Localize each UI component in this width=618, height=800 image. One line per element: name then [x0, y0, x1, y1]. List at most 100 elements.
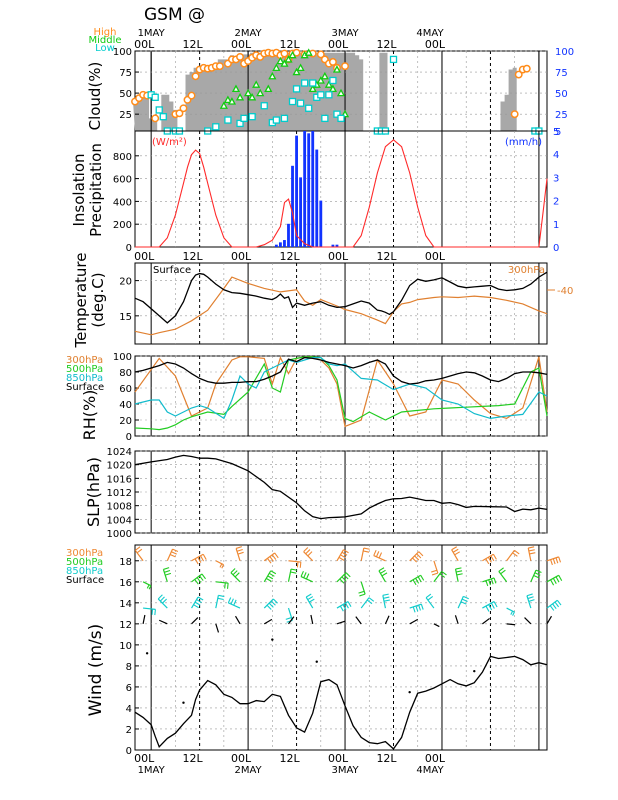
insol-ylabel-1: Insolation	[70, 153, 88, 226]
cloud-low-point	[248, 113, 256, 121]
wind-barb-flag-1	[535, 569, 542, 573]
cloud-high-point	[187, 91, 196, 100]
top-time-label: 12L	[279, 38, 300, 51]
wind-barb-flag-1	[550, 579, 555, 586]
wind-barb-flag-2	[366, 599, 373, 605]
wind-legend-3: Surface	[66, 575, 104, 586]
wind-barb-flag-1	[224, 582, 226, 589]
wind-barb-flag-1	[199, 575, 204, 581]
wind-calm-dot	[145, 652, 149, 655]
insol-ytick-label: 400	[113, 197, 132, 208]
wind-surface-line	[134, 655, 548, 750]
wind-barb-0	[303, 551, 314, 562]
wind-barb-flag-1	[300, 570, 304, 577]
rh-legend-1: 500hPa	[66, 364, 103, 375]
wind-calm-dot	[315, 660, 318, 663]
wind-barb-flag-1	[265, 577, 272, 582]
rh-surface-line	[134, 356, 548, 385]
wind-barb-2	[215, 595, 219, 609]
wind-barb-flag-1	[359, 593, 366, 597]
temp-right-tick: -40	[557, 286, 573, 297]
rh-ytick-label: 20	[119, 416, 132, 427]
wind-barb-flag-1	[343, 574, 349, 580]
wind-barb-flag-1	[196, 577, 202, 583]
precip-bar	[274, 244, 278, 247]
cloud-middle-point	[308, 84, 317, 93]
cloud-high-point	[510, 110, 519, 119]
wind-barb-flag-0	[550, 559, 553, 566]
wind-barb-flag-0	[375, 551, 380, 557]
wind-ytick-label: 18	[119, 557, 132, 568]
wind-barb-flag-2	[151, 609, 154, 615]
wind-barb-flag-1	[165, 572, 172, 576]
wind-barb-flag-0	[454, 551, 461, 556]
wind-barb-0	[166, 548, 174, 562]
wind-barb-flag-0	[492, 553, 497, 560]
wind-barb-2	[425, 597, 435, 609]
cloud-middle-point	[288, 50, 297, 59]
wind-barb-flag-0	[414, 555, 420, 561]
wind-barb-flag-2	[308, 598, 315, 603]
wind-barb-0	[215, 560, 224, 566]
cloud-high-point	[179, 104, 188, 113]
wind-barb-3	[288, 616, 295, 625]
cloud-high-point	[316, 50, 325, 59]
wind-barb-flag-1	[345, 572, 351, 578]
wind-barb-3	[524, 617, 532, 625]
wind-barb-flag-2	[230, 598, 234, 605]
wind-barb-flag-2	[510, 610, 514, 615]
cloud-middle-point	[304, 48, 313, 56]
wind-barb-3	[215, 623, 220, 633]
cloud-low-point	[151, 93, 159, 101]
wind-barb-flag-2	[227, 597, 232, 604]
wind-barb-flag-1	[267, 575, 274, 580]
insol-time-label: 00L	[231, 250, 252, 263]
wind-barb-flag-0	[219, 563, 223, 568]
wind-barb-flag-2	[272, 598, 278, 604]
rh-ytick-label: 80	[119, 368, 132, 379]
wind-barb-flag-2	[415, 605, 419, 612]
cloud-low-point	[260, 102, 268, 110]
cloud-middle-point	[332, 65, 342, 73]
wind-barb-flag-0	[296, 561, 299, 568]
cloud-middle-point	[256, 88, 265, 97]
wind-barb-flag-0	[431, 569, 438, 573]
wind-barb-flag-0	[134, 546, 141, 551]
insol-time-label: 00L	[328, 250, 349, 263]
wind-barb-flag-1	[412, 579, 417, 586]
wind-barb-flag-0	[194, 558, 199, 565]
cloud-middle-point	[244, 88, 253, 97]
temp-ytick-label: 15	[119, 312, 132, 323]
wind-barb-flag-1	[380, 569, 386, 574]
wind-barb-2	[482, 601, 495, 609]
temp-frame	[134, 262, 548, 345]
rh-legend-3: Surface	[66, 382, 104, 393]
wind-barb-flag-1	[226, 583, 229, 589]
precip-right-tick: 0	[553, 243, 559, 254]
wind-barb-2	[143, 607, 156, 610]
cloud-middle-point	[284, 55, 293, 63]
wind-barb-flag-0	[343, 549, 349, 554]
wind-barb-flag-1	[439, 573, 446, 578]
wind-barb-1	[498, 571, 508, 583]
slp-ylabel: SLP(hPa)	[84, 457, 103, 527]
precip-bar	[291, 165, 294, 247]
precip-bar	[307, 133, 311, 247]
cloud-low-point	[321, 114, 329, 123]
precip-right-tick: 1	[553, 220, 559, 231]
cloud-low-point	[155, 106, 163, 114]
wind-barb-flag-0	[338, 556, 345, 561]
wind-barb-flag-1	[420, 575, 425, 581]
wind-barb-2	[382, 595, 387, 609]
rh-500hpa-line	[134, 356, 548, 431]
wind-barb-flag-2	[527, 596, 534, 600]
wind-barb-flag-0	[172, 548, 179, 552]
wind-ytick-label: 8	[126, 662, 132, 673]
wind-barb-1	[215, 581, 229, 584]
cloud-high-point	[175, 109, 184, 118]
wind-barb-flag-2	[197, 596, 204, 601]
bottom-time-label: 00L	[134, 752, 155, 765]
wind-barb-flag-2	[368, 597, 375, 602]
